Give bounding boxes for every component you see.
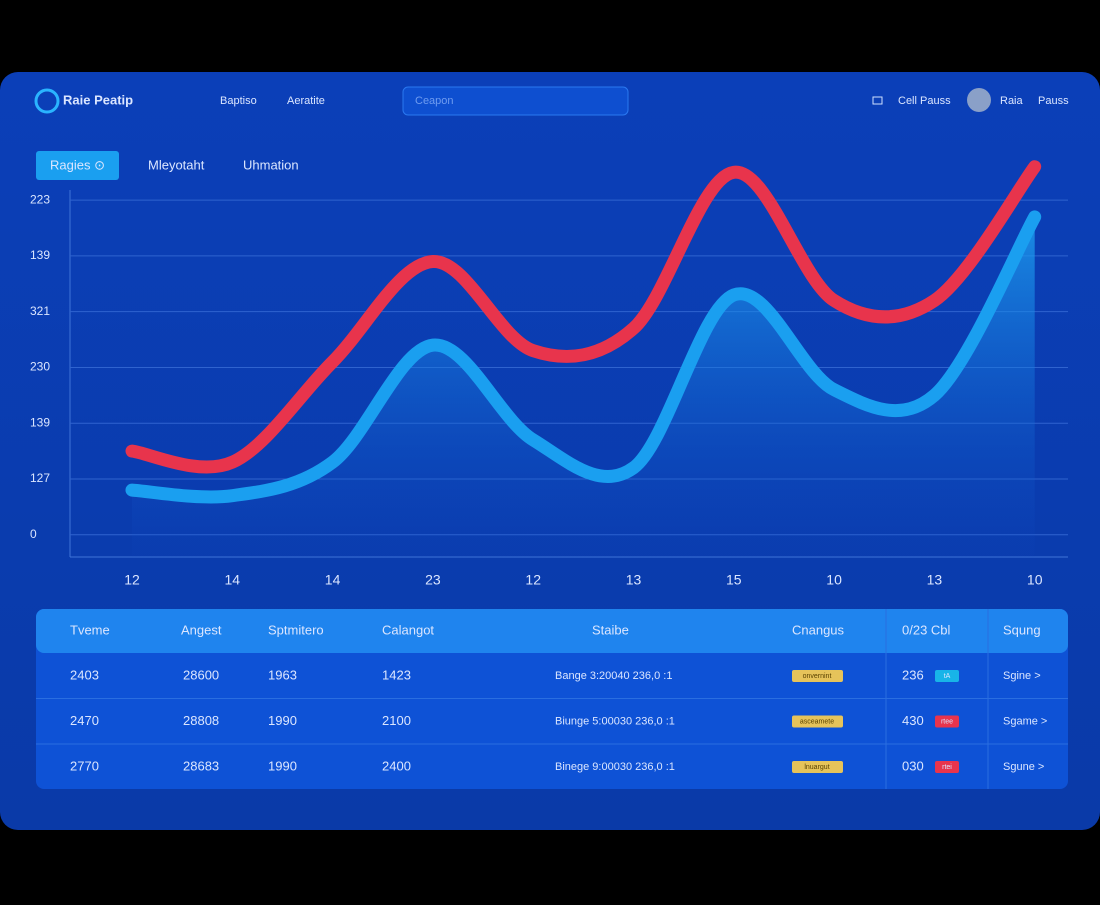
x-tick-label: 14 [225, 572, 241, 588]
tag-badge [935, 670, 959, 682]
nav-link[interactable]: Baptiso [220, 95, 257, 107]
x-tick-label: 13 [927, 572, 943, 588]
cell: 236 [902, 667, 924, 682]
cell: 2770 [70, 758, 99, 773]
cell: 28683 [183, 758, 219, 773]
tab[interactable]: Uhmation [243, 157, 299, 172]
y-tick-label: 321 [30, 304, 50, 318]
y-tick-label: 127 [30, 471, 50, 485]
status-badge [792, 761, 843, 773]
tab[interactable]: Ragies ⊙ [50, 157, 105, 172]
x-tick-label: 10 [1027, 572, 1043, 588]
table-header [36, 609, 1068, 653]
tab[interactable]: Mleyotaht [148, 157, 205, 172]
user-name[interactable]: Raia [1000, 95, 1024, 107]
search-box[interactable] [402, 86, 629, 116]
tag-text: rtei [942, 764, 952, 771]
column-header: Calangot [382, 622, 434, 637]
search-placeholder: Ceapon [415, 95, 454, 107]
cell: Sgune > [1003, 761, 1044, 773]
cell: Biunge 5:00030 236,0 :1 [555, 715, 675, 727]
x-tick-label: 12 [124, 572, 140, 588]
cell: 28600 [183, 667, 219, 682]
status-text: lnuargut [804, 764, 829, 771]
column-header: Tveme [70, 622, 110, 637]
column-header: 0/23 Cbl [902, 622, 951, 637]
icon[interactable] [872, 96, 883, 105]
header-link[interactable]: Cell Pauss [898, 95, 951, 107]
column-header: Angest [181, 622, 222, 637]
y-tick-label: 223 [30, 192, 50, 206]
tag-badge [935, 715, 959, 728]
logo-icon [34, 88, 60, 114]
cell: Binege 9:00030 236,0 :1 [555, 761, 675, 773]
cell: 2403 [70, 667, 99, 682]
y-tick-label: 139 [30, 248, 50, 262]
line [125, 160, 1042, 474]
line [125, 210, 1042, 504]
status-badge [792, 670, 843, 682]
x-tick-label: 13 [626, 572, 642, 588]
cell: 28808 [183, 713, 219, 728]
tag-text: tA [944, 673, 951, 680]
y-tick-label: 139 [30, 415, 50, 429]
cell: 1990 [268, 758, 297, 773]
cell: 2470 [70, 713, 99, 728]
cell: 2100 [382, 713, 411, 728]
status-text: onvernint [803, 673, 832, 680]
x-tick-label: 14 [325, 572, 341, 588]
column-header: Staibe [592, 622, 629, 637]
nav-link[interactable]: Aeratite [287, 95, 325, 107]
cell: Bange 3:20040 236,0 :1 [555, 670, 672, 682]
header-link[interactable]: Pauss [1038, 95, 1069, 107]
column-header: Squng [1003, 622, 1041, 637]
cell: 430 [902, 713, 924, 728]
x-tick-label: 10 [826, 572, 842, 588]
tag-text: rtee [941, 718, 953, 725]
cell: 2400 [382, 758, 411, 773]
column-header: Sptmitero [268, 622, 324, 637]
status-text: asceamete [800, 718, 834, 725]
tab-active[interactable] [36, 151, 119, 180]
avatar[interactable] [967, 88, 991, 112]
y-tick-label: 0 [30, 527, 37, 541]
x-tick-label: 12 [525, 572, 541, 588]
column-header: Cnangus [792, 622, 845, 637]
status-badge [792, 715, 843, 728]
cell: 030 [902, 758, 924, 773]
logo: Raie Peatip [63, 92, 133, 107]
tag-badge [935, 761, 959, 773]
cell: Sgine > [1003, 670, 1041, 682]
cell: 1423 [382, 667, 411, 682]
cell: 1990 [268, 713, 297, 728]
x-tick-label: 23 [425, 572, 441, 588]
cell: Sgame > [1003, 715, 1047, 727]
y-tick-label: 230 [30, 360, 50, 374]
x-tick-label: 15 [726, 572, 742, 588]
area [132, 216, 1035, 557]
cell: 1963 [268, 667, 297, 682]
